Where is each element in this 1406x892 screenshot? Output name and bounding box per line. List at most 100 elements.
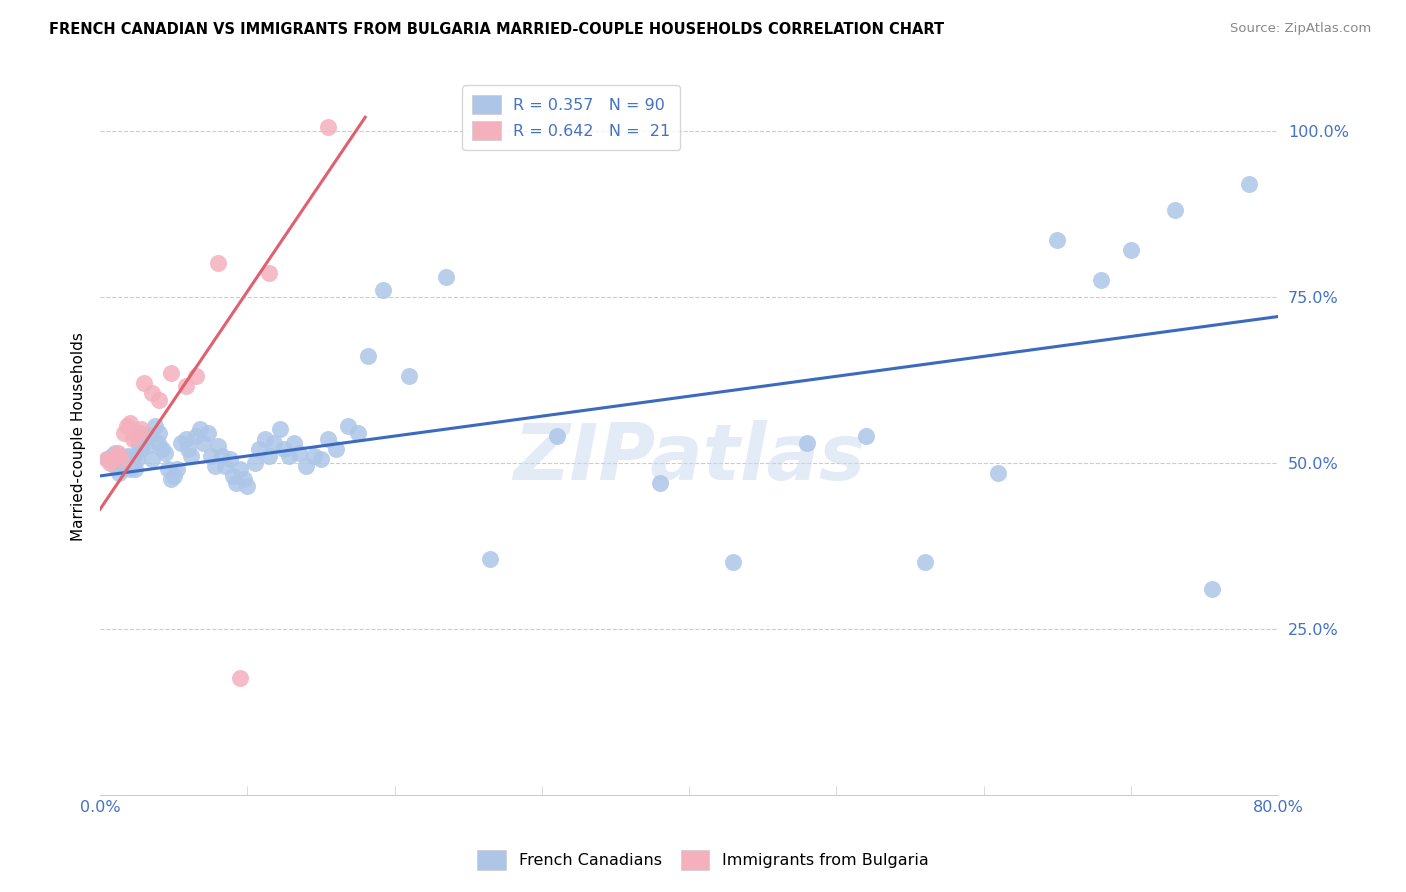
Point <box>146 435 169 450</box>
Point <box>141 452 163 467</box>
Point <box>184 429 207 443</box>
Point <box>193 435 215 450</box>
Point <box>434 269 457 284</box>
Point <box>112 452 135 467</box>
Point <box>127 435 149 450</box>
Point <box>166 462 188 476</box>
Text: ZIPatlas: ZIPatlas <box>513 419 865 496</box>
Point <box>796 435 818 450</box>
Point <box>914 555 936 569</box>
Point <box>204 458 226 473</box>
Point <box>479 552 502 566</box>
Point <box>318 120 340 135</box>
Point <box>100 456 122 470</box>
Point <box>107 456 129 470</box>
Point <box>1119 243 1142 257</box>
Point <box>1164 203 1187 218</box>
Point <box>283 435 305 450</box>
Point <box>117 449 139 463</box>
Point <box>134 433 156 447</box>
Point <box>269 422 291 436</box>
Point <box>1237 177 1260 191</box>
Point <box>346 425 368 440</box>
Point <box>115 456 138 470</box>
Point <box>243 456 266 470</box>
Point <box>122 449 145 463</box>
Point <box>114 458 136 473</box>
Point <box>118 416 141 430</box>
Point <box>120 456 142 470</box>
Text: Source: ZipAtlas.com: Source: ZipAtlas.com <box>1230 22 1371 36</box>
Point <box>259 449 281 463</box>
Point <box>174 379 197 393</box>
Point <box>318 433 340 447</box>
Point <box>302 449 325 463</box>
Point <box>229 672 252 686</box>
Point <box>159 472 181 486</box>
Point <box>125 425 148 440</box>
Point <box>159 366 181 380</box>
Point <box>648 475 671 490</box>
Point <box>309 452 332 467</box>
Point <box>124 462 146 476</box>
Point <box>214 458 236 473</box>
Point <box>128 425 150 440</box>
Point <box>115 419 138 434</box>
Point <box>104 458 127 473</box>
Point <box>104 449 127 463</box>
Point <box>136 439 159 453</box>
Point <box>143 419 166 434</box>
Point <box>139 429 162 443</box>
Point <box>197 425 219 440</box>
Point <box>325 442 347 457</box>
Point <box>121 458 143 473</box>
Point <box>263 435 285 450</box>
Legend: R = 0.357   N = 90, R = 0.642   N =  21: R = 0.357 N = 90, R = 0.642 N = 21 <box>463 86 681 150</box>
Point <box>229 462 252 476</box>
Point <box>200 449 222 463</box>
Point <box>141 385 163 400</box>
Point <box>174 433 197 447</box>
Point <box>221 469 243 483</box>
Point <box>148 425 170 440</box>
Point <box>107 445 129 459</box>
Point <box>207 439 229 453</box>
Point <box>184 369 207 384</box>
Point <box>1201 582 1223 596</box>
Point <box>273 442 295 457</box>
Point <box>254 433 277 447</box>
Point <box>259 266 281 280</box>
Point <box>233 472 256 486</box>
Point <box>188 422 211 436</box>
Point <box>110 449 132 463</box>
Point <box>125 452 148 467</box>
Y-axis label: Married-couple Households: Married-couple Households <box>72 332 86 541</box>
Point <box>134 376 156 390</box>
Point <box>148 392 170 407</box>
Point <box>104 445 127 459</box>
Point <box>357 350 380 364</box>
Point <box>336 419 359 434</box>
Point <box>131 442 153 457</box>
Point <box>108 466 131 480</box>
Legend: French Canadians, Immigrants from Bulgaria: French Canadians, Immigrants from Bulgar… <box>467 841 939 880</box>
Point <box>112 425 135 440</box>
Point <box>855 429 877 443</box>
Text: FRENCH CANADIAN VS IMMIGRANTS FROM BULGARIA MARRIED-COUPLE HOUSEHOLDS CORRELATIO: FRENCH CANADIAN VS IMMIGRANTS FROM BULGA… <box>49 22 945 37</box>
Point <box>101 449 124 463</box>
Point <box>371 283 394 297</box>
Point <box>96 452 118 467</box>
Point <box>110 452 132 467</box>
Point <box>150 442 173 457</box>
Point <box>170 435 193 450</box>
Point <box>236 479 259 493</box>
Point <box>398 369 420 384</box>
Point <box>218 452 240 467</box>
Point <box>225 475 247 490</box>
Point <box>121 433 143 447</box>
Point <box>131 422 153 436</box>
Point <box>177 442 200 457</box>
Point <box>277 449 299 463</box>
Point <box>247 442 270 457</box>
Point <box>1046 233 1069 247</box>
